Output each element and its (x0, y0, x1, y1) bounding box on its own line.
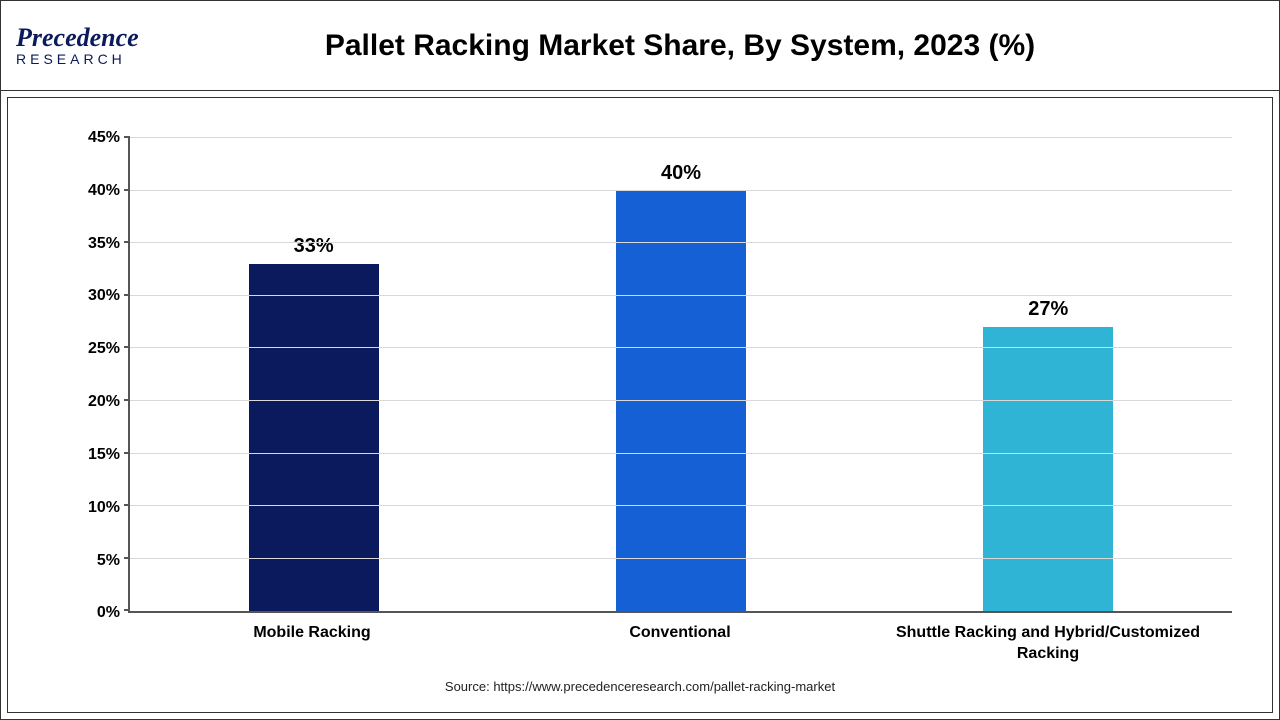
y-axis: 0%5%10%15%20%25%30%35%40%45% (48, 138, 128, 613)
gridline (130, 190, 1232, 191)
gridline (130, 137, 1232, 138)
gridline (130, 242, 1232, 243)
bar-value-label: 40% (497, 162, 864, 185)
x-axis-label: Mobile Racking (128, 613, 496, 665)
source-text: Source: https://www.precedenceresearch.c… (48, 665, 1232, 702)
y-tick-mark (124, 189, 130, 191)
y-tick-label: 35% (88, 235, 120, 253)
bar-value-label: 33% (130, 235, 497, 258)
x-axis-label: Conventional (496, 613, 864, 665)
y-tick-label: 25% (88, 340, 120, 358)
bar (983, 327, 1113, 611)
gridline (130, 400, 1232, 401)
y-tick-mark (124, 294, 130, 296)
y-tick-mark (124, 399, 130, 401)
y-tick-label: 30% (88, 287, 120, 305)
y-tick-label: 0% (97, 604, 120, 622)
y-tick-mark (124, 346, 130, 348)
y-tick-label: 45% (88, 129, 120, 147)
y-tick-mark (124, 609, 130, 611)
plot-row: 0%5%10%15%20%25%30%35%40%45% 33%40%27% (48, 138, 1232, 613)
bar (249, 264, 379, 611)
logo-brand-line2: RESEARCH (16, 51, 186, 67)
y-tick-mark (124, 136, 130, 138)
logo-brand-line1: Precedence (16, 25, 186, 51)
x-axis-row: Mobile RackingConventionalShuttle Rackin… (48, 613, 1232, 665)
gridline (130, 558, 1232, 559)
x-axis: Mobile RackingConventionalShuttle Rackin… (128, 613, 1232, 665)
brand-logo: Precedence RESEARCH (1, 15, 201, 77)
y-tick-label: 15% (88, 446, 120, 464)
chart-area: 0% 5% 10% 15% 20% 25% 30% 35% 40% 45% 33% 40% 27% M… (7, 97, 1273, 713)
bar-slot: 33% (130, 138, 497, 611)
bar-slot: 40% (497, 138, 864, 611)
y-tick-mark (124, 452, 130, 454)
y-tick-label: 10% (88, 499, 120, 517)
bar-slot: 27% (865, 138, 1232, 611)
gridline (130, 453, 1232, 454)
gridline (130, 295, 1232, 296)
y-tick-mark (124, 504, 130, 506)
gridline (130, 505, 1232, 506)
y-tick-label: 5% (97, 552, 120, 570)
y-tick-mark (124, 557, 130, 559)
bars-layer: 33% 40% 27% (130, 138, 1232, 611)
x-axis-label: Shuttle Racking and Hybrid/Customized Ra… (864, 613, 1232, 665)
chart-container: Precedence RESEARCH Pallet Racking Marke… (0, 0, 1280, 720)
y-tick-mark (124, 241, 130, 243)
header-row: Precedence RESEARCH Pallet Racking Marke… (1, 1, 1279, 91)
bar-value-label: 27% (865, 298, 1232, 321)
chart-title: Pallet Racking Market Share, By System, … (201, 29, 1159, 63)
plot: 33% 40% 27% (128, 138, 1232, 613)
title-wrap: Pallet Racking Market Share, By System, … (201, 29, 1279, 63)
y-tick-label: 40% (88, 182, 120, 200)
y-tick-label: 20% (88, 393, 120, 411)
gridline (130, 347, 1232, 348)
